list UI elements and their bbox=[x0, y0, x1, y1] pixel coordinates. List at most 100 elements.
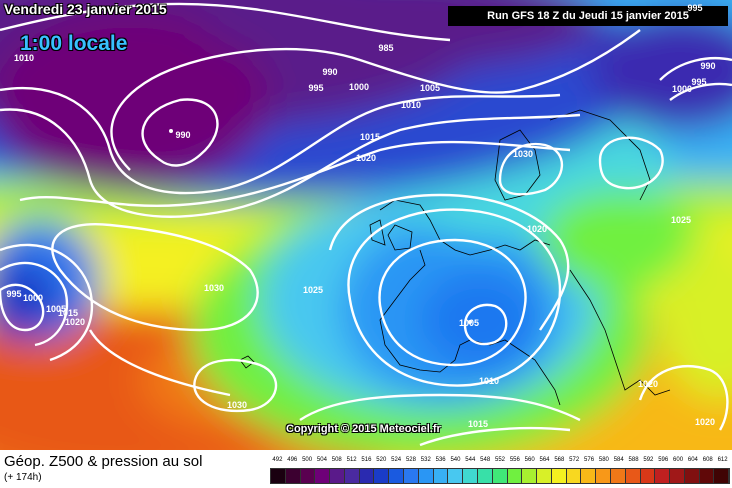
isobar-label: 995 bbox=[687, 3, 703, 13]
color-scale-tick: 588 bbox=[628, 457, 639, 463]
isobar-label: 1000 bbox=[22, 293, 44, 303]
color-scale bbox=[270, 468, 730, 484]
color-scale-tick: 508 bbox=[331, 457, 342, 463]
color-scale-tick: 560 bbox=[524, 457, 535, 463]
color-scale-tick: 604 bbox=[687, 457, 698, 463]
synoptic-markers bbox=[169, 129, 472, 324]
forecast-time: 1:00 locale bbox=[20, 32, 128, 55]
legend-title: Géop. Z500 & pression au sol bbox=[4, 453, 203, 470]
run-info: Run GFS 18 Z du Jeudi 15 janvier 2015 bbox=[448, 6, 728, 26]
color-scale-box bbox=[315, 469, 331, 483]
color-scale-tick: 612 bbox=[717, 457, 728, 463]
color-scale-tick: 492 bbox=[272, 457, 283, 463]
color-scale-tick: 596 bbox=[658, 457, 669, 463]
color-scale-box bbox=[655, 469, 671, 483]
isobar-label: 1020 bbox=[355, 153, 377, 163]
color-scale-box bbox=[684, 469, 700, 483]
isobar-label: 1005 bbox=[419, 83, 441, 93]
isobar-label: 1020 bbox=[637, 379, 659, 389]
isobar-label: 995 bbox=[308, 83, 324, 93]
isobar-label: 1030 bbox=[226, 400, 248, 410]
isobar-label: 1010 bbox=[478, 376, 500, 386]
forecast-date: Vendredi 23 janvier 2015 bbox=[4, 1, 167, 17]
color-scale-box bbox=[477, 469, 493, 483]
color-scale-tick: 600 bbox=[673, 457, 684, 463]
color-scale-box bbox=[714, 469, 730, 483]
color-scale-tick: 528 bbox=[405, 457, 416, 463]
color-scale-box bbox=[610, 469, 626, 483]
isobar-label: 1015 bbox=[57, 308, 79, 318]
color-scale-tick: 540 bbox=[450, 457, 461, 463]
isobar-label: 1000 bbox=[348, 82, 370, 92]
color-scale-box bbox=[670, 469, 685, 483]
color-scale-tick: 608 bbox=[702, 457, 713, 463]
color-scale-box bbox=[374, 469, 390, 483]
color-scale-box bbox=[359, 469, 375, 483]
color-scale-box bbox=[551, 469, 567, 483]
color-scale-box bbox=[271, 469, 286, 483]
color-scale-tick: 536 bbox=[435, 457, 446, 463]
color-scale-box bbox=[492, 469, 508, 483]
isobar-label: 1015 bbox=[467, 419, 489, 429]
color-scale-tick: 524 bbox=[391, 457, 402, 463]
color-scale-box bbox=[625, 469, 641, 483]
color-scale-tick: 500 bbox=[302, 457, 313, 463]
isobar-label: 1030 bbox=[203, 283, 225, 293]
color-scale-tick: 512 bbox=[346, 457, 357, 463]
color-scale-box bbox=[581, 469, 597, 483]
isobar-label: 1010 bbox=[400, 100, 422, 110]
color-scale-tick: 520 bbox=[376, 457, 387, 463]
color-scale-box bbox=[344, 469, 360, 483]
legend-subtitle: (+ 174h) bbox=[4, 472, 42, 483]
isobar-label: 990 bbox=[175, 130, 191, 140]
color-scale-tick: 504 bbox=[316, 457, 327, 463]
color-scale-box bbox=[537, 469, 552, 483]
color-scale-tick: 564 bbox=[539, 457, 550, 463]
z500-color-field bbox=[0, 0, 732, 450]
isobar-label: 985 bbox=[378, 43, 394, 53]
color-scale-tick: 516 bbox=[361, 457, 372, 463]
color-scale-tick: 580 bbox=[598, 457, 609, 463]
color-scale-box bbox=[389, 469, 405, 483]
isobar-label: 1020 bbox=[694, 417, 716, 427]
color-scale-box bbox=[463, 469, 478, 483]
color-scale-box bbox=[448, 469, 464, 483]
color-scale-box bbox=[640, 469, 656, 483]
color-scale-tick: 532 bbox=[420, 457, 431, 463]
color-scale-box bbox=[433, 469, 449, 483]
isobar-label: 1025 bbox=[302, 285, 324, 295]
weather-map: Vendredi 23 janvier 2015 1:00 locale Run… bbox=[0, 0, 732, 450]
color-scale-box bbox=[285, 469, 301, 483]
isobar-label: 1005 bbox=[45, 304, 67, 314]
isobar-label: 1025 bbox=[670, 215, 692, 225]
color-scale-box bbox=[330, 469, 345, 483]
color-scale-tick: 556 bbox=[509, 457, 520, 463]
color-scale-tick: 548 bbox=[480, 457, 491, 463]
isobar-label: 990 bbox=[700, 61, 716, 71]
color-scale-tick: 592 bbox=[643, 457, 654, 463]
isobar-label: 1010 bbox=[13, 53, 35, 63]
coastlines bbox=[239, 109, 671, 406]
color-scale-tick: 576 bbox=[584, 457, 595, 463]
color-scale-tick: 496 bbox=[287, 457, 298, 463]
color-scale-box bbox=[507, 469, 523, 483]
isobar-label: 1000 bbox=[671, 84, 693, 94]
isobar-label: 990 bbox=[322, 67, 338, 77]
color-scale-tick: 584 bbox=[613, 457, 624, 463]
color-scale-box bbox=[699, 469, 715, 483]
isobar-label: 1015 bbox=[359, 132, 381, 142]
isobar-label: 995 bbox=[691, 77, 707, 87]
color-scale-box bbox=[566, 469, 582, 483]
isobars bbox=[0, 2, 732, 447]
isobar-label: 1030 bbox=[512, 149, 534, 159]
color-scale-box bbox=[300, 469, 316, 483]
isobar-label: 1020 bbox=[526, 224, 548, 234]
copyright-text: Copyright © 2015 Meteociel.fr bbox=[286, 423, 441, 435]
isobar-label: 995 bbox=[6, 289, 22, 299]
color-scale-tick: 568 bbox=[554, 457, 565, 463]
color-scale-box bbox=[522, 469, 538, 483]
color-scale-box bbox=[596, 469, 611, 483]
isobar-label: 1005 bbox=[458, 318, 480, 328]
color-scale-tick: 572 bbox=[569, 457, 580, 463]
isobar-label: 1020 bbox=[64, 317, 86, 327]
